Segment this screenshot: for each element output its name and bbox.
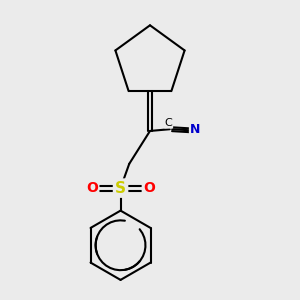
Text: C: C xyxy=(165,118,172,128)
Text: O: O xyxy=(86,181,98,195)
Text: O: O xyxy=(143,181,155,195)
Text: N: N xyxy=(190,123,200,136)
Text: S: S xyxy=(115,181,126,196)
